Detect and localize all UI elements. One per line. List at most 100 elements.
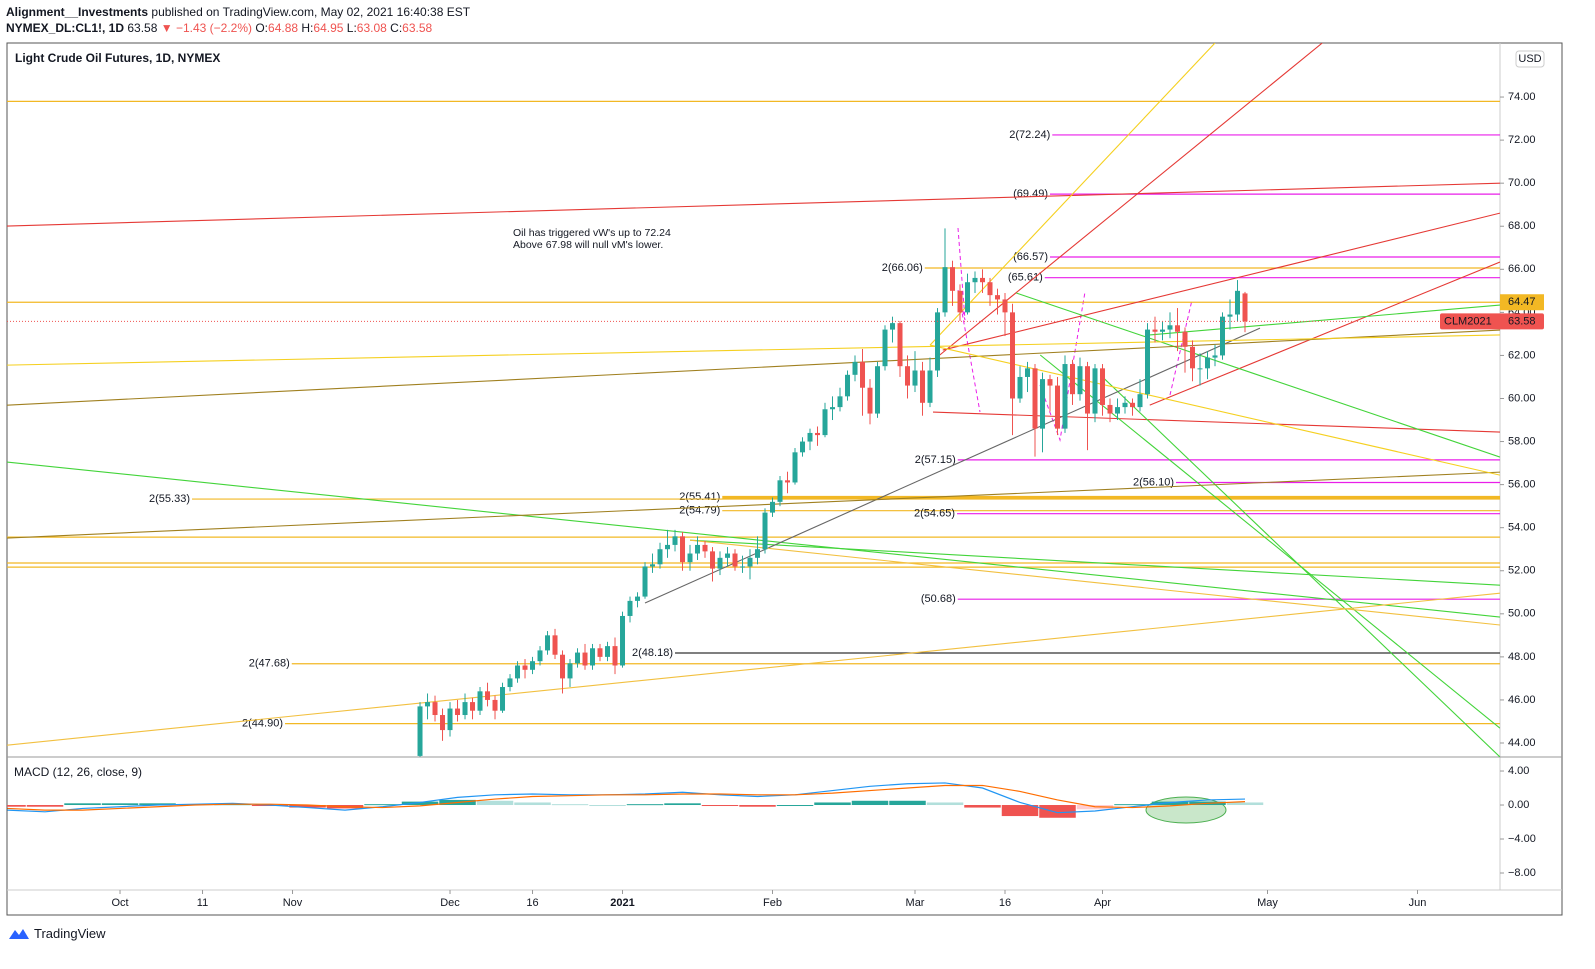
candle-body bbox=[1100, 368, 1106, 405]
y-tick-label: 62.00 bbox=[1508, 349, 1536, 361]
macd-y-tick-label: 4.00 bbox=[1508, 765, 1529, 777]
macd-histogram-bar bbox=[514, 802, 551, 806]
candle-body bbox=[635, 596, 641, 601]
chart-title: Light Crude Oil Futures, 1D, NYMEX bbox=[15, 51, 220, 65]
candle-body bbox=[455, 708, 461, 716]
trend-line bbox=[7, 334, 1500, 366]
candle-body bbox=[1092, 368, 1098, 414]
y-tick-label: 72.00 bbox=[1508, 134, 1536, 146]
candle-body bbox=[935, 312, 941, 371]
candle-body bbox=[1085, 366, 1091, 414]
level-label: 2(72.24) bbox=[1009, 129, 1050, 141]
macd-histogram-bar bbox=[101, 803, 139, 806]
y-tick-label: 70.00 bbox=[1508, 177, 1536, 189]
candle-body bbox=[927, 370, 933, 403]
candle-body bbox=[590, 648, 596, 666]
x-tick-label: Feb bbox=[763, 897, 782, 909]
candle-body bbox=[920, 370, 926, 403]
y-tick-label: 46.00 bbox=[1508, 694, 1536, 706]
candle-body bbox=[1040, 379, 1046, 429]
candle-body bbox=[477, 691, 483, 711]
level-label: 2(54.65) bbox=[914, 508, 955, 520]
candle-body bbox=[942, 267, 948, 313]
candle-body bbox=[905, 366, 911, 386]
price-axis-label: 64.47 bbox=[1508, 296, 1536, 308]
macd-histogram-bar bbox=[964, 805, 1001, 808]
candle-body bbox=[837, 396, 843, 408]
candle-body bbox=[567, 663, 573, 679]
candle-body bbox=[1182, 331, 1188, 347]
candle-body bbox=[1212, 355, 1218, 358]
macd-histogram-bar bbox=[1001, 805, 1039, 817]
trend-line bbox=[689, 539, 1500, 586]
trend-line bbox=[1039, 354, 1500, 729]
candle-body bbox=[605, 646, 611, 657]
candle-body bbox=[627, 600, 633, 616]
candle-body bbox=[1115, 407, 1121, 414]
macd-histogram-bar bbox=[289, 805, 326, 808]
candle-body bbox=[845, 374, 851, 397]
candle-body bbox=[747, 557, 753, 567]
candle-body bbox=[1235, 290, 1241, 315]
macd-histogram-bar bbox=[1114, 804, 1151, 806]
currency-box[interactable] bbox=[1515, 50, 1545, 68]
candle-body bbox=[612, 646, 618, 666]
y-tick-label: 50.00 bbox=[1508, 608, 1536, 620]
candle-body bbox=[545, 635, 551, 651]
y-tick-label: 56.00 bbox=[1508, 479, 1536, 491]
candle-body bbox=[440, 715, 446, 731]
candle-body bbox=[830, 407, 836, 410]
candle-body bbox=[1130, 402, 1136, 408]
candle-body bbox=[1205, 357, 1211, 369]
macd-histogram-bar bbox=[139, 803, 176, 806]
macd-pane bbox=[7, 782, 1264, 824]
candle-body bbox=[965, 282, 971, 313]
macd-y-tick-label: 0.00 bbox=[1508, 799, 1529, 811]
brand[interactable]: TradingView bbox=[34, 926, 106, 941]
candle-body bbox=[957, 290, 963, 313]
macd-histogram-bar bbox=[476, 800, 514, 806]
ohlc: O:64.88 H:64.95 L:63.08 C:63.58 bbox=[255, 21, 432, 35]
candle-body bbox=[717, 557, 723, 569]
header-line-1: Alignment__Investments published on Trad… bbox=[6, 4, 470, 20]
candle-body bbox=[485, 691, 491, 700]
ohlc-value: 64.95 bbox=[313, 21, 344, 35]
y-tick-label: 48.00 bbox=[1508, 651, 1536, 663]
x-tick-label: Jun bbox=[1409, 897, 1427, 909]
candle-body bbox=[950, 267, 956, 291]
candle-body bbox=[560, 654, 566, 679]
candle-body bbox=[912, 370, 918, 386]
candle-body bbox=[1107, 404, 1113, 414]
currency[interactable]: USD bbox=[1518, 53, 1541, 65]
last-price-box bbox=[1440, 313, 1544, 330]
x-tick-label: Apr bbox=[1094, 897, 1111, 909]
x-tick-label: Oct bbox=[111, 897, 128, 909]
candle-body bbox=[1167, 325, 1173, 330]
candle-body bbox=[1010, 312, 1016, 399]
level-label: 2(57.15) bbox=[915, 454, 956, 466]
author[interactable]: Alignment__Investments bbox=[6, 5, 149, 19]
candle-body bbox=[755, 549, 761, 558]
candle-body bbox=[1122, 402, 1128, 408]
level-label: (66.57) bbox=[1013, 251, 1048, 263]
dashed-wave bbox=[1039, 291, 1086, 442]
candle-body bbox=[1220, 316, 1226, 356]
macd-histogram-bar bbox=[1226, 802, 1264, 806]
macd-histogram-bar bbox=[364, 804, 401, 806]
symbol: NYMEX_DL:CL1!, 1D bbox=[6, 21, 125, 35]
macd-y-tick-label: −8.00 bbox=[1508, 867, 1536, 879]
candle-body bbox=[980, 277, 986, 283]
x-tick-label: 16 bbox=[999, 897, 1011, 909]
candle-body bbox=[462, 702, 468, 716]
candle-body bbox=[882, 329, 888, 367]
y-tick-label: 74.00 bbox=[1508, 91, 1536, 103]
trend-line bbox=[7, 182, 1500, 227]
trend-line bbox=[932, 411, 1500, 433]
candle-body bbox=[725, 553, 731, 558]
candle-body bbox=[680, 536, 686, 563]
macd-histogram-bar bbox=[739, 805, 776, 807]
candle-body bbox=[860, 361, 866, 388]
candle-body bbox=[740, 566, 746, 568]
trend-line bbox=[7, 329, 1500, 406]
footer: TradingView bbox=[8, 926, 106, 941]
